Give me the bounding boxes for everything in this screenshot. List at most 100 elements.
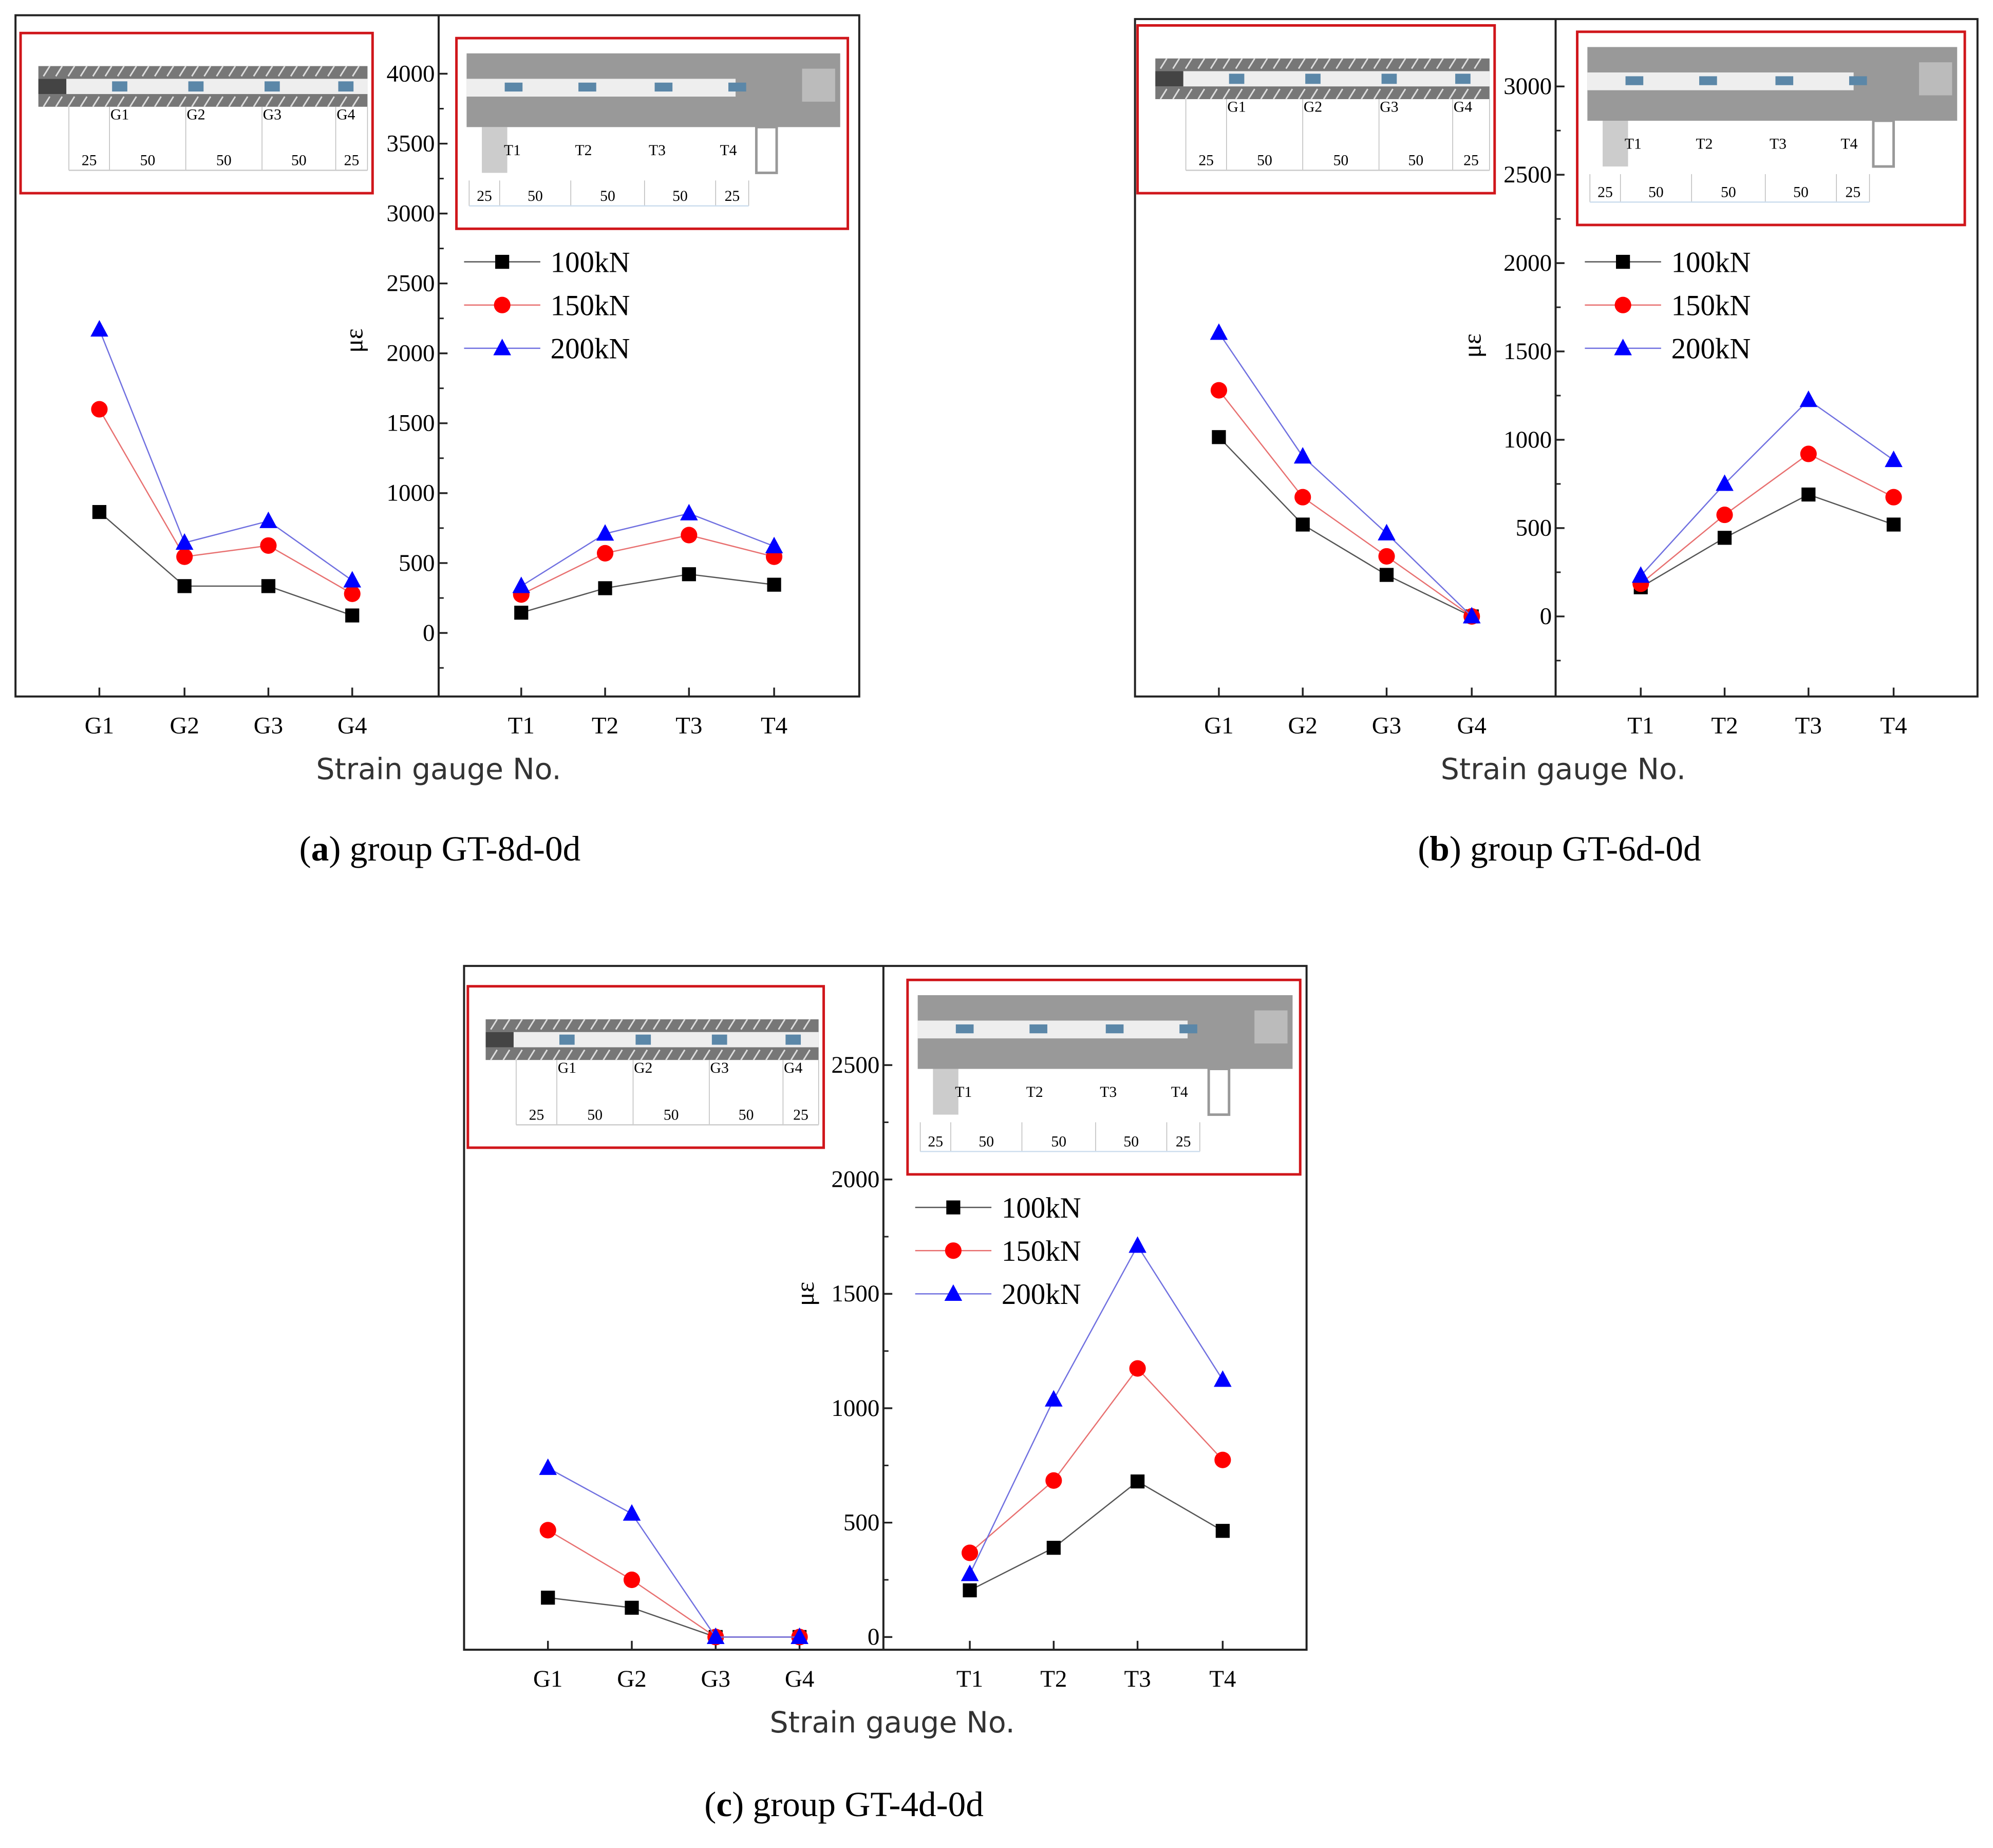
inset-gauge-label: T2 (575, 142, 592, 159)
series-line (99, 511, 353, 617)
plot-frame (14, 14, 860, 698)
thread-mark (1474, 88, 1482, 100)
x-axis-title: Strain gauge No. (1441, 752, 1686, 786)
series-line (99, 329, 353, 581)
thread-mark (615, 1049, 623, 1060)
legend: 100kN 150kN 200kN (1585, 246, 1751, 365)
anchor-thread (802, 68, 835, 102)
thread-mark (1298, 58, 1306, 69)
strain-gauge-chip (1849, 76, 1867, 85)
marker-triangle (765, 536, 783, 553)
thread-mark (528, 1049, 536, 1060)
thread-mark (640, 1019, 648, 1030)
caption-text: group GT-8d-0d (341, 829, 580, 868)
inset-dimension-label: 25 (928, 1133, 943, 1150)
inset-gauge-label: T2 (1026, 1084, 1043, 1100)
marker-square (963, 1583, 977, 1598)
marker-triangle (944, 1284, 963, 1301)
inset-gauge-label: G1 (1227, 99, 1246, 116)
thread-mark (1386, 58, 1394, 69)
marker-circle (1378, 548, 1395, 565)
inset-dimension-label: 25 (477, 188, 492, 204)
thread-mark (92, 96, 100, 107)
inset-dimension-label: 25 (1597, 184, 1613, 200)
strain-gauge-chip (955, 1024, 974, 1034)
inset-gauge-label: G3 (710, 1060, 729, 1076)
y-tick-label: 1000 (1503, 426, 1552, 453)
thread-mark (265, 96, 273, 107)
thread-mark (141, 65, 149, 77)
strain-gauge-chip (504, 82, 523, 92)
strain-gauge-chip (188, 81, 204, 92)
thread-mark (1248, 58, 1255, 69)
bolt-head (485, 1032, 514, 1048)
strain-gauge-chip (559, 1034, 575, 1045)
bolt-channel (1155, 71, 1490, 87)
thread-mark (67, 96, 76, 107)
y-axis-title: με (1458, 333, 1487, 358)
thread-mark (1449, 88, 1457, 100)
marker-triangle (343, 571, 362, 588)
inset-dimension-label: 50 (1051, 1133, 1066, 1150)
thread-mark (55, 65, 63, 77)
thread-mark (1285, 58, 1293, 69)
thread-mark (1235, 88, 1243, 100)
marker-triangle (1210, 323, 1228, 340)
y-tick-label: 4000 (387, 60, 435, 87)
caption-paren: ) (329, 829, 341, 868)
marker-square (598, 581, 612, 595)
support-left (933, 1069, 958, 1115)
thread-mark (678, 1049, 686, 1060)
thread-mark (540, 1049, 548, 1060)
inset-gauge-label: G4 (336, 107, 355, 123)
marker-square (1886, 517, 1901, 532)
strain-gauge-chip (338, 81, 354, 92)
strain-gauge-chip (265, 81, 280, 92)
strain-gauge-chip (711, 1034, 727, 1045)
thread-mark (727, 1019, 736, 1030)
y-tick-label: 2000 (1503, 250, 1552, 276)
series-line (1640, 399, 1894, 576)
marker-circle (945, 1242, 962, 1259)
strain-gauge-chip (728, 82, 746, 92)
strain-gauge-chip (1105, 1024, 1124, 1034)
marker-circle (1885, 489, 1902, 506)
marker-circle (260, 537, 277, 554)
thread-mark (515, 1049, 523, 1060)
y-tick-label: 0 (868, 1623, 880, 1650)
thread-mark (740, 1049, 748, 1060)
thread-mark (1423, 58, 1432, 69)
inset-dimension-label: 25 (529, 1107, 544, 1123)
legend-label: 150kN (1002, 1235, 1081, 1267)
inset-gauge-label: G1 (558, 1060, 576, 1076)
inset-dimension-label: 50 (1257, 153, 1272, 169)
y-tick-label: 3000 (1503, 73, 1552, 100)
marker-triangle (1614, 339, 1632, 356)
inset-dimension-label: 50 (1123, 1133, 1139, 1150)
marker-triangle (1214, 1370, 1232, 1387)
caption-letter: a (311, 829, 329, 868)
thread-mark (80, 96, 88, 107)
thread-mark (253, 96, 261, 107)
y-axis-title: με (791, 1282, 819, 1306)
marker-triangle (1129, 1236, 1146, 1253)
strain-gauge-chip (1179, 1024, 1197, 1034)
thread-mark (216, 96, 224, 107)
series-100kN (541, 1474, 1230, 1644)
thread-mark (117, 96, 125, 107)
inset-dimension-label: 50 (1648, 184, 1664, 200)
thread-mark (129, 65, 137, 77)
y-tick-label: 2500 (387, 270, 435, 297)
thread-mark (565, 1049, 573, 1060)
inset-frame (19, 31, 374, 195)
marker-triangle (539, 1458, 557, 1475)
thread-mark (327, 96, 335, 107)
strain-gauge-chip (578, 82, 596, 92)
x-tick-label: T4 (761, 712, 787, 739)
thread-mark (327, 65, 335, 77)
marker-circle (596, 545, 614, 562)
chart-panel-c: 0 500 1000 1500 2000 2500 G1 G2 G3 G4 25 50 50 50 25 T1… (463, 965, 1308, 1824)
marker-triangle (512, 576, 531, 593)
thread-mark (290, 96, 298, 107)
series-line (521, 534, 775, 595)
